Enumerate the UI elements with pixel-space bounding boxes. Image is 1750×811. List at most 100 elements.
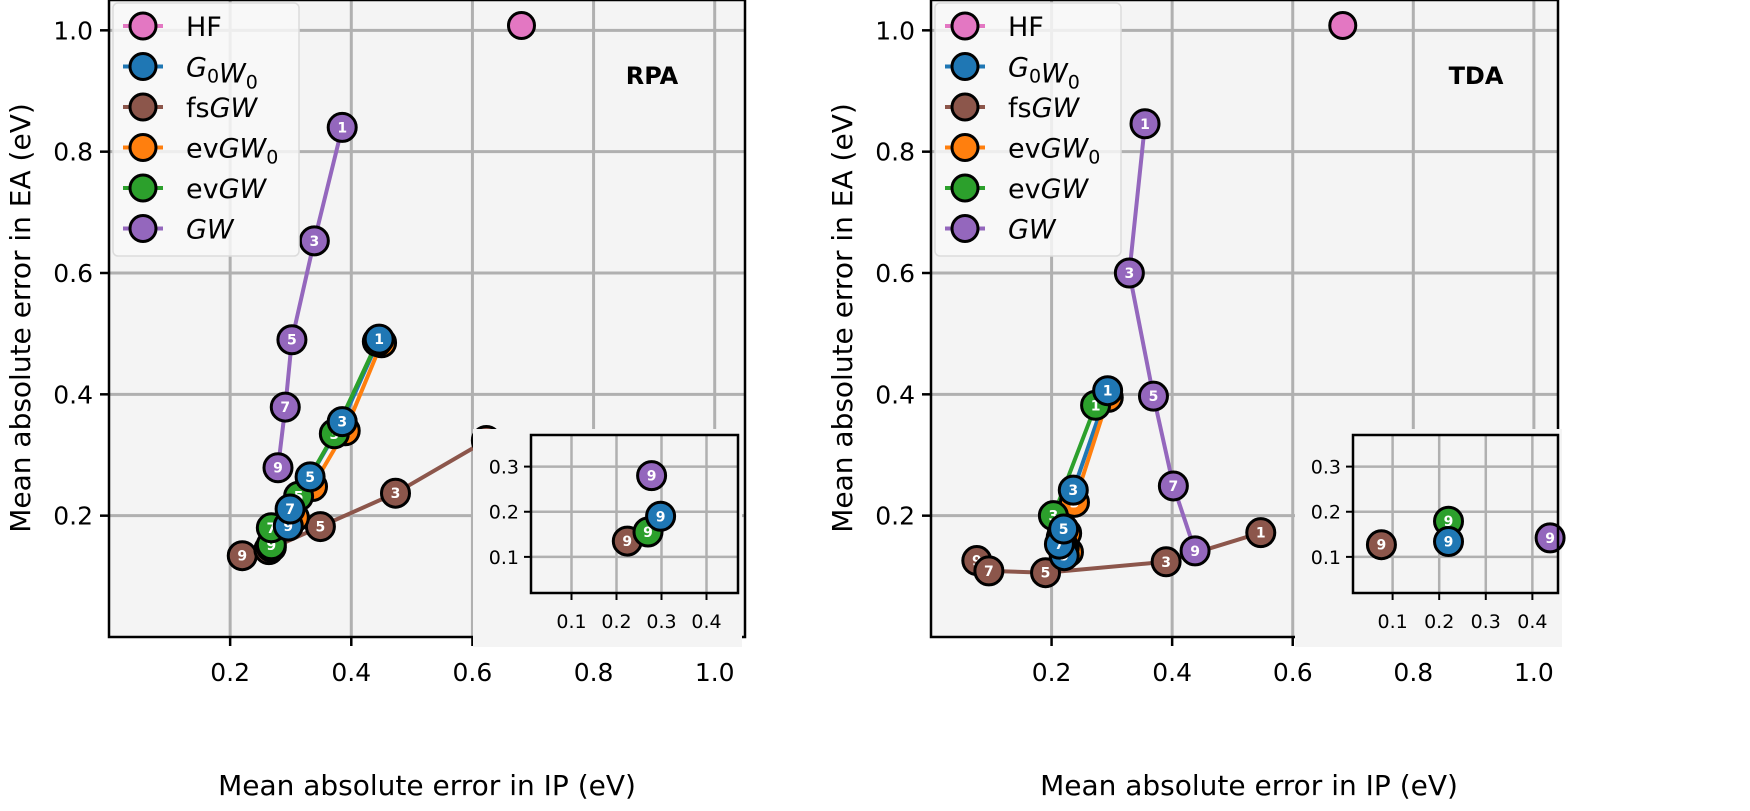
marker [269,391,301,423]
inset-background [531,435,738,593]
legend-label: G0W0 [186,53,258,94]
marker-label: 1 [374,332,384,348]
legend-label-part: GW [1032,93,1081,124]
marker-label: 3 [1161,555,1171,571]
y-tick-label: 1.0 [875,16,915,45]
inset-marker-label: 9 [1545,531,1555,547]
marker-label: 1 [1091,398,1101,414]
legend-label-part: W [219,59,247,90]
marker-label: 9 [283,519,293,535]
legend-label-part: 0 [1088,147,1100,169]
marker [1129,108,1161,140]
legend-marker [128,214,158,243]
axes-frame [107,0,747,639]
legend-label-part: W [1041,59,1069,90]
data-point-fsGW: 1 [1245,517,1277,549]
legend-entry-HF: HF [123,11,222,43]
legend-entry-G0W0: G0W0 [945,52,1080,94]
data-point-G0W0: 1 [1092,375,1124,407]
legend-marker [128,11,158,41]
inset-x-tick-label: 0.1 [556,611,586,633]
inset-point-GW: 9 [636,460,668,492]
y-tick-label: 0.2 [53,502,93,531]
marker-label: 5 [305,470,315,486]
legend-label-part: G [186,53,207,84]
legend-label-part: 0 [1068,72,1080,94]
marker [326,111,358,143]
legend-label: evGW [186,174,268,205]
marker-label: 3 [337,415,347,431]
inset-y-tick-label: 0.3 [489,457,519,479]
legend-label: GW [1008,215,1057,246]
legend-label-part: fs [1008,93,1032,124]
marker [1092,375,1124,407]
legend-marker [950,214,980,243]
inset-x-tick-label: 0.2 [1424,611,1454,633]
marker-label: 3 [1124,266,1134,282]
marker [1157,470,1189,502]
x-tick-label: 0.2 [1032,658,1072,687]
inset-point-G0W0: 9 [1433,526,1465,558]
marker [1137,380,1169,412]
marker-label: 3 [1068,483,1078,499]
legend-label-part: GW [219,134,268,165]
marker [276,324,308,356]
legend-label: fsGW [1008,93,1081,124]
marker [262,452,294,484]
marker [274,493,306,525]
inset-marker-label: 9 [647,469,657,485]
marker [973,555,1005,587]
inset-marker [1365,529,1397,561]
x-tick-label: 0.8 [574,658,614,687]
data-point-HF [1328,10,1358,40]
legend-entry-GW: GW [123,214,235,246]
legend-entry-fsGW: fsGW [945,92,1081,124]
data-point-G0W0: 7 [274,493,306,525]
legend-entry-fsGW: fsGW [123,92,259,124]
legend-label-part: fs [186,93,210,124]
data-point-fsGW: 5 [304,511,336,543]
data-point-GW: 7 [1157,470,1189,502]
legend-marker [950,52,980,81]
marker-label: 5 [1149,389,1159,405]
x-tick-label: 1.0 [695,658,735,687]
legend-label-part: GW [210,93,259,124]
marker-label: 5 [1041,566,1051,582]
legend-label: evGW0 [1008,134,1100,169]
inset-y-tick-label: 0.1 [1311,547,1341,569]
inset-marker-label: 9 [643,525,653,541]
legend-marker [950,92,980,122]
inset-marker [636,460,668,492]
legend-entry-evGW: evGW [123,173,268,205]
panel-rpa: 0.2 0.4 0.6 0.8 1.0 0.2 0.4 0.6 0.8 1.0 Mean absol… [4,0,747,802]
data-point-fsGW: 9 [226,540,258,572]
legend-label-part: GW [1008,215,1057,246]
legend-marker [128,133,158,162]
data-point-G0W0: 5 [294,461,326,493]
legend-label-part: GW [186,215,235,246]
inset-marker [1433,526,1465,558]
inset-y-tick-label: 0.2 [489,502,519,524]
inset-x-tick-label: 0.3 [646,611,676,633]
legend-marker [950,133,980,162]
y-tick-label: 0.4 [875,380,915,409]
data-point-GW: 5 [1137,380,1169,412]
marker-label: 5 [1059,522,1069,538]
marker-label: 5 [287,333,297,349]
legend-label: HF [186,12,222,43]
y-tick-label: 1.0 [53,16,93,45]
panel-tag: RPA [626,62,679,90]
inset-point-GW: 9 [1534,522,1566,554]
x-tick-label: 0.2 [210,658,250,687]
legend-marker [128,52,158,81]
x-tick-label: 0.8 [1393,658,1433,687]
marker-label: 7 [1168,479,1178,495]
y-axis-label: Mean absolute error in EA (eV) [4,103,37,533]
data-point-GW: 1 [1129,108,1161,140]
legend-label-part: ev [186,134,219,165]
marker-label: 9 [266,538,276,554]
legend-label-part: GW [1041,134,1090,165]
